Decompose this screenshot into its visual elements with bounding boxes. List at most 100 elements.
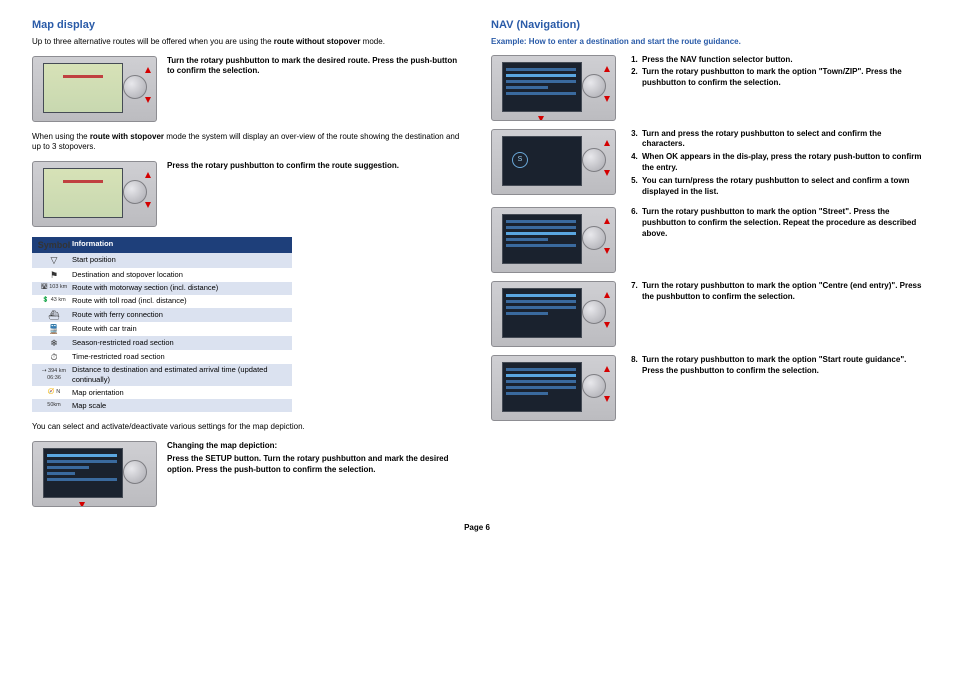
table-row: 50kmMap scale [32,399,292,412]
letter-icon: S [512,152,528,168]
table-row: ⇢ 394 km 06:36Distance to destination an… [32,364,292,386]
nav-step-8: Turn the rotary pushbutton to mark the o… [491,355,922,421]
map-section-3: Changing the map depiction: Press the SE… [32,441,463,507]
table-head-info: Information [72,239,288,251]
symbol-info: Route with toll road (incl. distance) [72,296,288,306]
arrow-icon [538,116,544,121]
nav-step-345: S Turn and press the rotary pushbutton t… [491,129,922,200]
nav-step-6: Turn the rotary pushbutton to mark the o… [491,207,922,273]
page-columns: Map display Up to three alternative rout… [32,18,922,517]
device-map-route [32,161,157,227]
arrow-icon [145,172,151,178]
table-row: ⚑Destination and stopover location [32,268,292,282]
symbol-icon: ❄ [36,337,72,349]
nav-s8: Turn the rotary pushbutton to mark the o… [640,355,922,377]
right-subhead: Example: How to enter a destination and … [491,37,922,48]
arrow-icon [604,366,610,372]
map-step-2: Press the rotary pushbutton to confirm t… [167,161,463,172]
symbol-icon: 🚆 [36,323,72,335]
nav-instruction-345: Turn and press the rotary pushbutton to … [626,129,922,200]
map-section-1: Turn the rotary pushbutton to mark the d… [32,56,463,122]
intro-suffix: mode. [360,37,384,46]
symbol-icon: ⛴ [36,309,72,321]
symbol-info: Route with ferry connection [72,310,288,320]
nav-instruction-8: Turn the rotary pushbutton to mark the o… [626,355,922,379]
map-section-2: Press the rotary pushbutton to confirm t… [32,161,463,227]
nav-step-12: Press the NAV function selector button. … [491,55,922,121]
table-row: ⏱Time-restricted road section [32,350,292,364]
device-map-overview [32,56,157,122]
symbol-info: Map scale [72,401,288,411]
arrow-icon [604,66,610,72]
change-body: Press the SETUP button. Turn the rotary … [167,454,463,476]
left-heading: Map display [32,18,463,33]
nav-s6: Turn the rotary pushbutton to mark the o… [640,207,922,239]
table-row: 🚆Route with car train [32,322,292,336]
table-row: ❄Season-restricted road section [32,336,292,350]
arrow-icon [79,502,85,507]
symbol-icon: 50km [36,402,72,409]
table-row: ⛴Route with ferry connection [32,308,292,322]
symbol-icon: ⏱ [36,351,72,363]
symbol-info: Distance to destination and estimated ar… [72,365,288,385]
nav-s1: Press the NAV function selector button. [640,55,922,66]
symbol-icon: ⇢ 394 km 06:36 [36,368,72,383]
symbol-info: Destination and stopover location [72,270,288,280]
page-footer: Page 6 [32,523,922,534]
with-stopover-text: When using the route with stopover mode … [32,132,463,154]
settings-note: You can select and activate/deactivate v… [32,422,463,433]
map-step-1: Turn the rotary pushbutton to mark the d… [167,56,463,78]
device-nav-centre [491,281,616,347]
symbol-info: Start position [72,255,288,265]
arrow-icon [604,396,610,402]
arrow-icon [145,67,151,73]
arrow-icon [604,322,610,328]
nav-s5: You can turn/press the rotary pushbutton… [640,176,922,198]
intro-text: Up to three alternative routes will be o… [32,37,463,48]
change-depiction: Changing the map depiction: Press the SE… [167,441,463,477]
nav-instruction-12: Press the NAV function selector button. … [626,55,922,91]
intro-prefix: Up to three alternative routes will be o… [32,37,274,46]
symbol-info: Route with motorway section (incl. dista… [72,283,288,293]
arrow-icon [604,170,610,176]
nav-step-7: Turn the rotary pushbutton to mark the o… [491,281,922,347]
right-column: NAV (Navigation) Example: How to enter a… [491,18,922,517]
table-row: 🧭 NMap orientation [32,386,292,399]
table-row: 💲 43 kmRoute with toll road (incl. dista… [32,295,292,308]
arrow-icon [145,97,151,103]
nav-s3: Turn and press the rotary pushbutton to … [640,129,922,151]
device-nav-townzip [491,55,616,121]
arrow-icon [604,140,610,146]
change-head: Changing the map depiction: [167,441,463,452]
with-bold: route with stopover [90,132,164,141]
arrow-icon [604,292,610,298]
left-column: Map display Up to three alternative rout… [32,18,463,517]
device-nav-characters: S [491,129,616,195]
table-header: Symbol Information [32,237,292,253]
with-prefix: When using the [32,132,90,141]
nav-s4: When OK appears in the dis-play, press t… [640,152,922,174]
arrow-icon [145,202,151,208]
symbol-info: Time-restricted road section [72,352,288,362]
symbol-icon: 💲 43 km [36,297,72,304]
intro-bold: route without stopover [274,37,361,46]
arrow-icon [604,248,610,254]
symbol-info: Map orientation [72,388,288,398]
nav-s2: Turn the rotary pushbutton to mark the o… [640,67,922,89]
nav-s7: Turn the rotary pushbutton to mark the o… [640,281,922,303]
symbol-info: Route with car train [72,324,288,334]
symbol-icon: ▽ [36,254,72,266]
symbol-icon: 🛣 103 km [36,284,72,291]
arrow-icon [604,96,610,102]
nav-instruction-6: Turn the rotary pushbutton to mark the o… [626,207,922,241]
device-nav-start [491,355,616,421]
symbol-table: Symbol Information ▽Start position⚑Desti… [32,237,292,412]
symbol-info: Season-restricted road section [72,338,288,348]
right-heading: NAV (Navigation) [491,18,922,33]
table-head-symbol: Symbol [36,239,72,251]
nav-instruction-7: Turn the rotary pushbutton to mark the o… [626,281,922,305]
device-nav-street [491,207,616,273]
table-row: 🛣 103 kmRoute with motorway section (inc… [32,282,292,295]
device-setup [32,441,157,507]
symbol-icon: ⚑ [36,269,72,281]
